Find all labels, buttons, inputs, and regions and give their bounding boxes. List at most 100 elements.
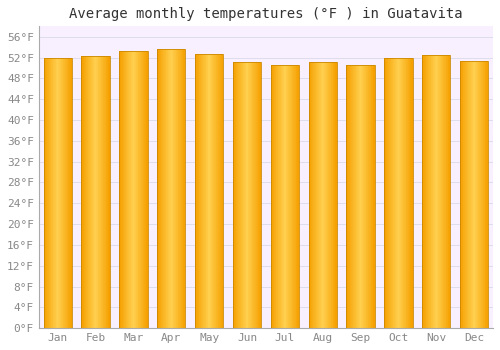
Bar xyxy=(388,57,389,328)
Bar xyxy=(310,62,312,328)
Bar xyxy=(396,57,397,328)
Bar xyxy=(282,65,284,328)
Bar xyxy=(195,54,224,328)
Bar xyxy=(280,65,281,328)
Bar xyxy=(46,57,47,328)
Bar xyxy=(346,65,375,328)
Bar xyxy=(90,56,92,328)
Bar xyxy=(365,65,366,328)
Bar xyxy=(206,54,207,328)
Bar xyxy=(245,62,246,328)
Bar xyxy=(434,55,435,328)
Bar xyxy=(159,49,160,328)
Bar xyxy=(174,49,175,328)
Bar xyxy=(217,54,218,328)
Bar xyxy=(470,61,472,328)
Bar xyxy=(347,65,348,328)
Bar xyxy=(157,49,186,328)
Bar xyxy=(126,51,127,328)
Bar xyxy=(298,65,299,328)
Bar xyxy=(364,65,365,328)
Bar xyxy=(105,56,106,328)
Bar xyxy=(214,54,215,328)
Bar xyxy=(157,49,158,328)
Bar xyxy=(139,51,140,328)
Bar xyxy=(92,56,94,328)
Bar xyxy=(447,55,448,328)
Bar xyxy=(85,56,86,328)
Bar xyxy=(462,61,463,328)
Bar xyxy=(97,56,98,328)
Bar xyxy=(255,62,256,328)
Bar xyxy=(405,57,406,328)
Bar xyxy=(256,62,257,328)
Bar xyxy=(422,55,450,328)
Bar xyxy=(477,61,478,328)
Bar xyxy=(200,54,202,328)
Bar xyxy=(52,57,53,328)
Bar xyxy=(123,51,124,328)
Bar xyxy=(331,62,332,328)
Bar xyxy=(334,62,335,328)
Bar xyxy=(65,57,66,328)
Bar xyxy=(407,57,408,328)
Bar xyxy=(328,62,329,328)
Bar xyxy=(429,55,430,328)
Bar xyxy=(195,54,196,328)
Bar xyxy=(324,62,325,328)
Bar xyxy=(106,56,107,328)
Bar xyxy=(120,51,122,328)
Bar xyxy=(216,54,217,328)
Bar xyxy=(325,62,326,328)
Bar xyxy=(67,57,68,328)
Bar xyxy=(59,57,60,328)
Bar xyxy=(346,65,347,328)
Bar xyxy=(466,61,467,328)
Bar xyxy=(485,61,486,328)
Bar xyxy=(472,61,474,328)
Bar xyxy=(179,49,180,328)
Bar xyxy=(460,61,462,328)
Bar xyxy=(322,62,324,328)
Bar xyxy=(169,49,170,328)
Bar xyxy=(210,54,212,328)
Bar xyxy=(49,57,50,328)
Bar xyxy=(336,62,337,328)
Bar xyxy=(465,61,466,328)
Bar xyxy=(390,57,392,328)
Bar xyxy=(122,51,123,328)
Bar xyxy=(371,65,372,328)
Bar xyxy=(144,51,145,328)
Bar xyxy=(71,57,72,328)
Bar xyxy=(176,49,177,328)
Bar xyxy=(399,57,400,328)
Bar xyxy=(249,62,250,328)
Bar xyxy=(58,57,59,328)
Bar xyxy=(486,61,487,328)
Bar xyxy=(84,56,85,328)
Bar xyxy=(309,62,310,328)
Bar xyxy=(207,54,208,328)
Bar xyxy=(460,61,488,328)
Bar xyxy=(482,61,484,328)
Bar xyxy=(474,61,475,328)
Bar xyxy=(130,51,132,328)
Bar xyxy=(445,55,446,328)
Bar xyxy=(286,65,287,328)
Bar xyxy=(284,65,285,328)
Bar xyxy=(359,65,360,328)
Bar xyxy=(165,49,166,328)
Bar xyxy=(478,61,479,328)
Bar xyxy=(54,57,55,328)
Bar xyxy=(270,65,272,328)
Bar xyxy=(204,54,205,328)
Bar xyxy=(308,62,337,328)
Bar xyxy=(178,49,179,328)
Bar xyxy=(348,65,349,328)
Bar xyxy=(260,62,261,328)
Bar xyxy=(98,56,99,328)
Bar xyxy=(95,56,96,328)
Bar xyxy=(247,62,248,328)
Bar xyxy=(402,57,404,328)
Bar xyxy=(279,65,280,328)
